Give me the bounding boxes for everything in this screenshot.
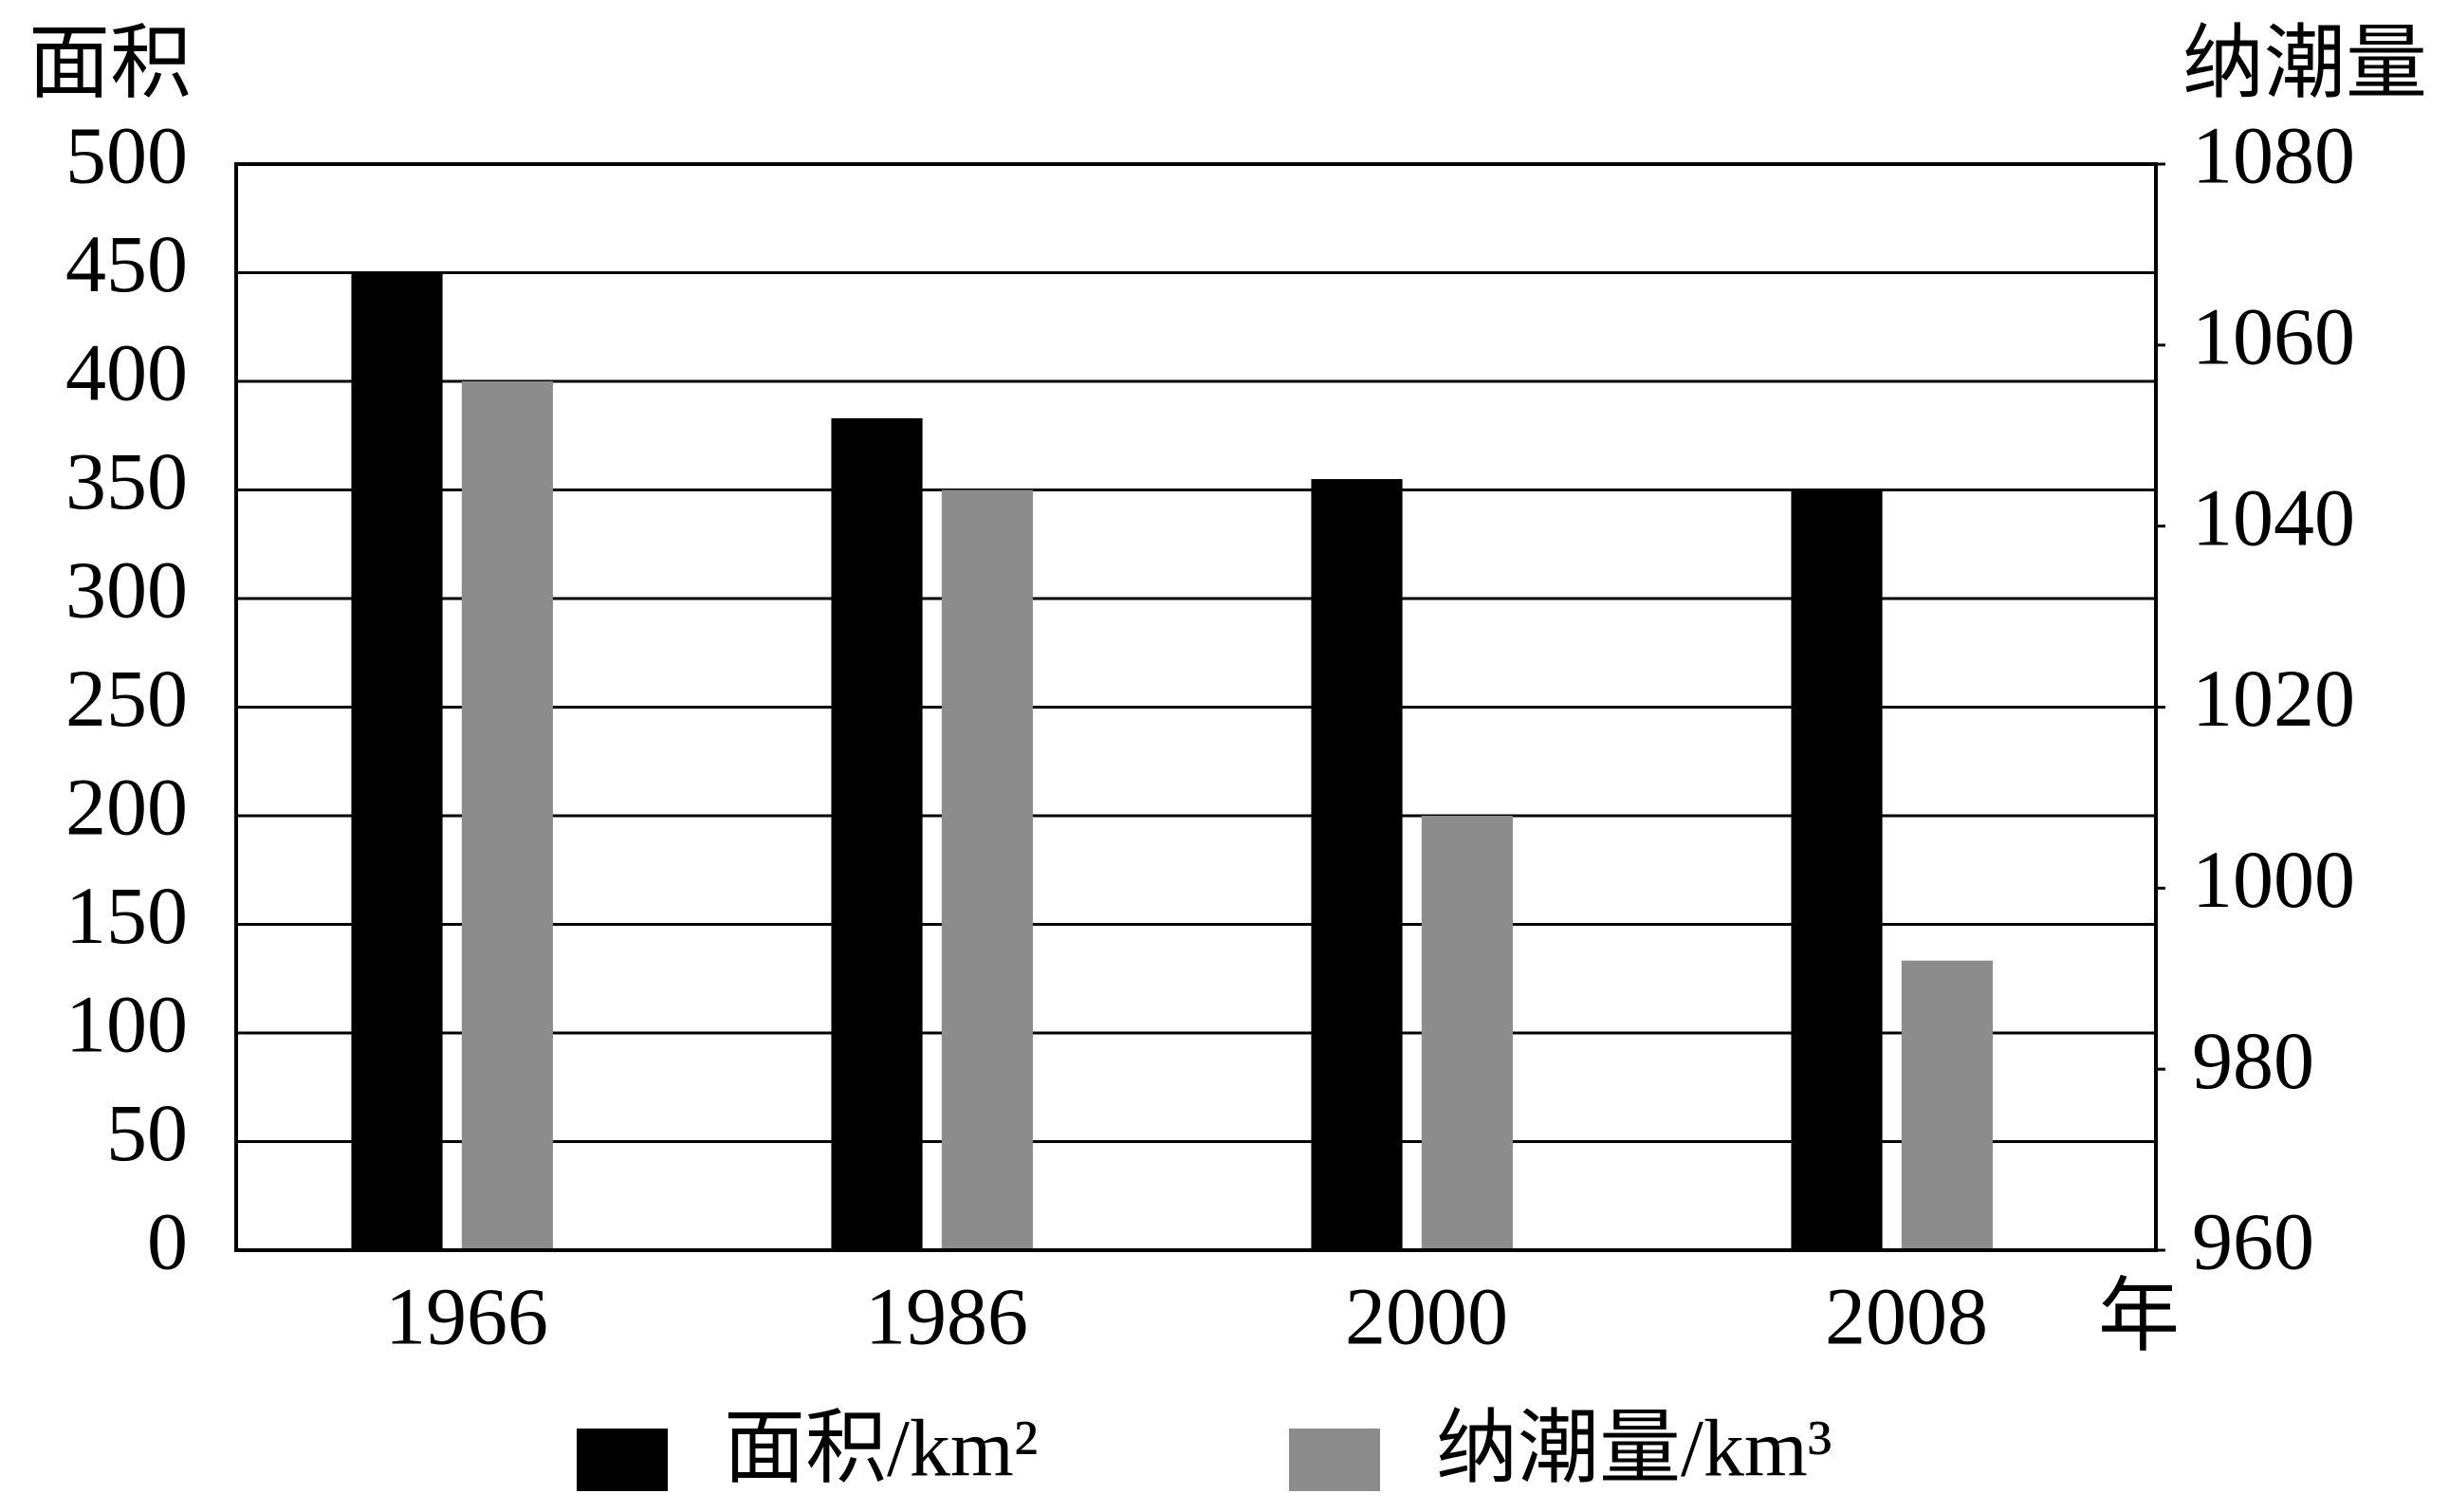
y-tick-label: 150 — [65, 870, 188, 961]
plot-frame — [234, 162, 2158, 1252]
y-tick-label: 200 — [65, 762, 188, 853]
bar — [1791, 489, 1883, 1250]
y-tick-label: 350 — [65, 435, 188, 526]
y2-tick-label: 960 — [2192, 1196, 2314, 1287]
x-tick-label: 1966 — [385, 1271, 548, 1362]
y2-tick-label: 1000 — [2192, 834, 2355, 925]
bar — [941, 489, 1033, 1250]
y-tick-label: 100 — [65, 979, 188, 1070]
legend-swatch — [1289, 1429, 1380, 1491]
y-tick-label: 0 — [147, 1196, 188, 1287]
x-axis-unit: 年 — [2098, 1271, 2180, 1362]
y-tick-label: 450 — [65, 218, 188, 309]
bar — [1311, 479, 1403, 1250]
y2-tick-label: 1060 — [2192, 291, 2355, 382]
y2-axis-title: 纳潮量 — [2182, 18, 2427, 109]
bar — [1421, 816, 1513, 1250]
bar — [1901, 960, 1993, 1250]
bar — [461, 381, 553, 1250]
y2-tick-label: 1020 — [2192, 653, 2355, 744]
y2-tick-label: 980 — [2192, 1015, 2314, 1106]
y-tick-label: 250 — [65, 653, 188, 744]
y2-tick-label: 1040 — [2192, 471, 2355, 562]
x-tick-label: 1986 — [865, 1271, 1028, 1362]
y2-tick-label: 1080 — [2192, 110, 2355, 201]
y-tick-label: 400 — [65, 327, 188, 418]
legend-swatch — [577, 1429, 668, 1491]
y-tick-label: 50 — [106, 1087, 188, 1178]
x-tick-label: 2008 — [1825, 1271, 1988, 1362]
y-tick-label: 500 — [65, 110, 188, 201]
legend-label: 纳潮量/km³ — [1436, 1403, 1832, 1494]
bar — [351, 272, 443, 1250]
x-tick-label: 2000 — [1345, 1271, 1508, 1362]
y-tick-label: 300 — [65, 544, 188, 636]
legend-label: 面积/km² — [724, 1403, 1039, 1494]
y-axis-title: 面积 — [28, 18, 192, 109]
bar — [831, 417, 923, 1250]
